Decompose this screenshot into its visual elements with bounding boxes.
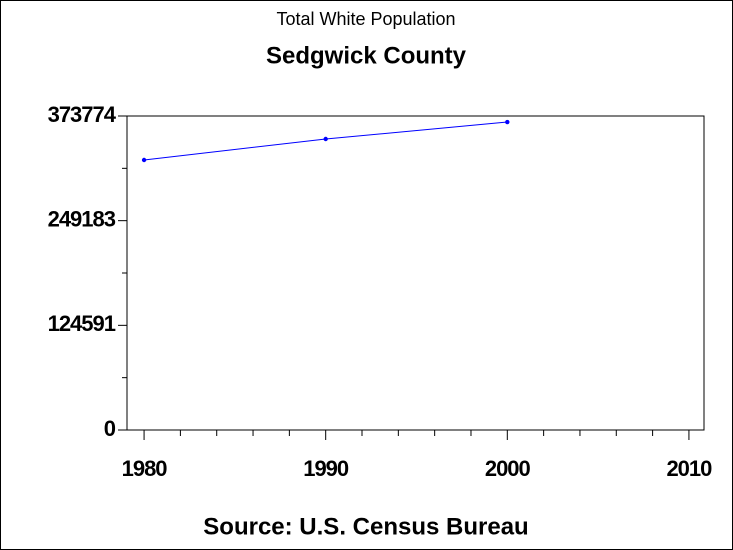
data-point	[323, 136, 328, 142]
y-tick-label: 249183	[48, 206, 116, 231]
data-point	[505, 119, 510, 125]
y-tick-label: 0	[104, 416, 116, 441]
y-tick-label: 124591	[48, 311, 116, 336]
y-tick-label: 373774	[48, 102, 117, 127]
chart-title: Total White Population	[276, 9, 455, 29]
plot-area	[126, 115, 705, 431]
x-tick-label: 1980	[122, 456, 168, 481]
x-tick-label: 1990	[303, 456, 349, 481]
x-tick-label: 2010	[666, 456, 712, 481]
source-note: Source: U.S. Census Bureau	[203, 513, 528, 540]
data-point	[141, 157, 147, 163]
x-tick-label: 2000	[485, 456, 531, 481]
chart-subtitle: Sedgwick County	[266, 42, 467, 69]
